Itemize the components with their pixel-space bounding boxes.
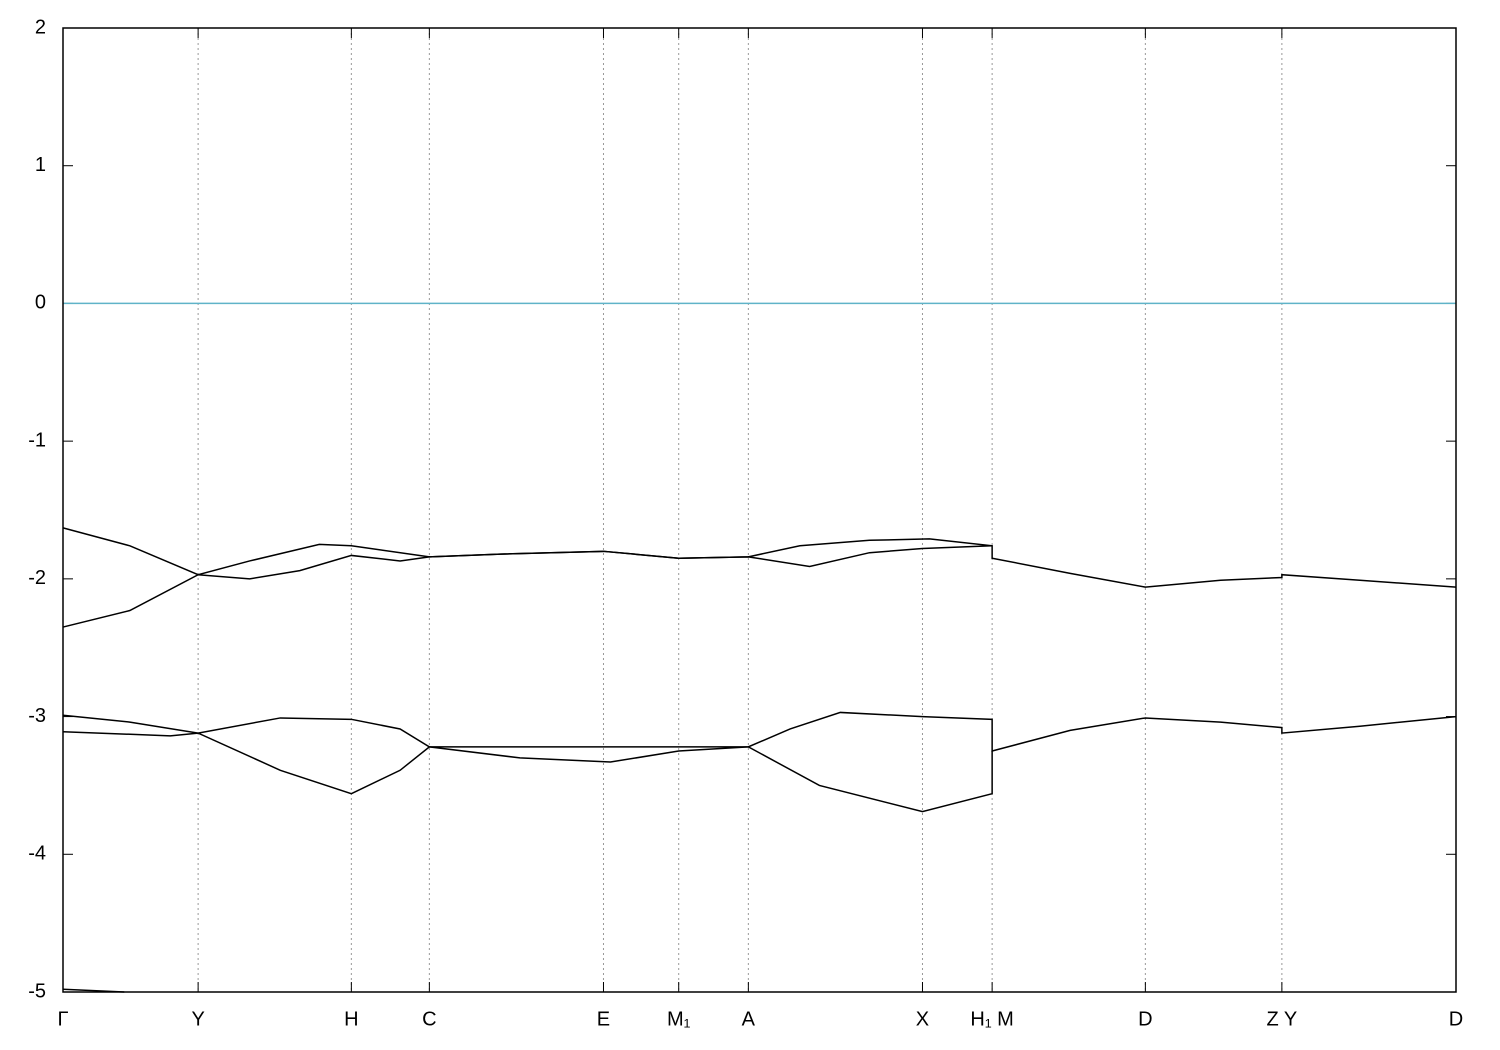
band-line	[62, 527, 1457, 588]
x-tick-label: E	[597, 1008, 610, 1030]
x-tick-label: C	[422, 1008, 436, 1030]
y-tick-label: 0	[35, 292, 46, 314]
x-tick-label: M₁	[667, 1008, 691, 1030]
band-line	[62, 711, 1457, 763]
x-tick-label: Γ	[57, 1008, 68, 1030]
y-tick-label: -5	[28, 980, 46, 1002]
plot-frame	[62, 27, 1457, 993]
band-line	[62, 545, 993, 628]
y-tick-label: -2	[28, 567, 46, 589]
x-tick-label: D	[1449, 1008, 1463, 1030]
y-tick-label: 1	[35, 154, 46, 176]
y-tick-label: -4	[28, 843, 46, 865]
x-tick-label: Z Y	[1266, 1008, 1297, 1030]
y-tick-label: -3	[28, 705, 46, 727]
x-tick-label: A	[742, 1008, 756, 1030]
x-tick-label: Y	[191, 1008, 204, 1030]
band-line	[62, 730, 993, 813]
x-tick-label: X	[916, 1008, 929, 1030]
y-tick-label: 2	[35, 16, 46, 38]
y-tick-label: -1	[28, 429, 46, 451]
x-tick-label: H₁ M	[970, 1008, 1013, 1030]
x-tick-label: H	[344, 1008, 358, 1030]
x-tick-label: D	[1138, 1008, 1152, 1030]
